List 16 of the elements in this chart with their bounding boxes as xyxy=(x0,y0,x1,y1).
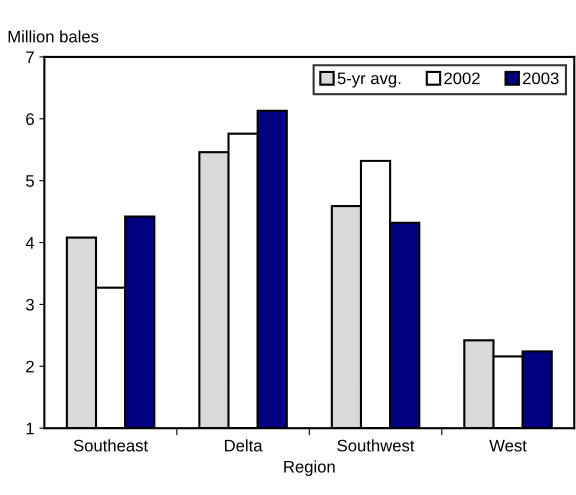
y-tick-label: 5 xyxy=(26,175,34,187)
y-tick-label: 4 xyxy=(26,237,34,249)
x-tick-label: Southeast xyxy=(74,439,148,452)
x-axis-title: Region xyxy=(284,460,335,476)
y-tick-label: 1 xyxy=(26,422,34,434)
y-tick-label: 3 xyxy=(26,298,34,311)
y-axis-title: Million bales xyxy=(8,30,98,42)
x-tick-label: Southwest xyxy=(337,439,414,452)
y-tick-label: 7 xyxy=(26,52,34,63)
y-tick-label: 6 xyxy=(26,113,34,126)
legend-label: 5-yr avg. xyxy=(338,72,400,88)
x-tick-label: West xyxy=(489,440,527,452)
x-tick-label: Delta xyxy=(224,439,263,452)
y-tick-label: 2 xyxy=(26,360,34,372)
legend-label: 2003 xyxy=(523,72,559,84)
legend-label: 2002 xyxy=(444,72,480,84)
